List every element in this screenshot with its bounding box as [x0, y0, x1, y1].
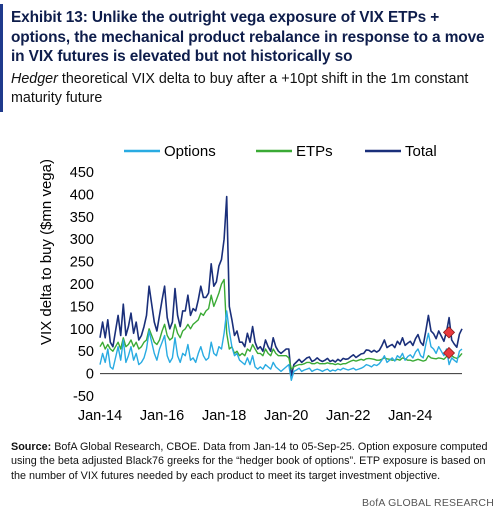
- y-tick-label: 50: [78, 344, 94, 360]
- exhibit-title: Exhibit 13: Unlike the outright vega exp…: [11, 9, 485, 65]
- x-tick-label: Jan-24: [388, 408, 432, 424]
- source-note: Source: BofA Global Research, CBOE. Data…: [11, 440, 499, 483]
- latest-value-marker: [442, 346, 456, 360]
- latest-value-marker: [442, 326, 456, 339]
- x-tick-label: Jan-20: [264, 408, 308, 424]
- series-line-options: [99, 310, 463, 381]
- source-text: BofA Global Research, CBOE. Data from Ja…: [11, 441, 488, 482]
- subtitle-italic-word: Hedger: [11, 71, 58, 87]
- x-axis-ticks: Jan-14 Jan-16 Jan-18 Jan-20 Jan-22 Jan-24: [78, 408, 433, 424]
- series-layer: [99, 195, 463, 381]
- y-axis-ticks: -50 0 50 100 150 200 250 300 350 400 450: [70, 165, 94, 405]
- series-line-etps: [99, 278, 463, 370]
- chart-legend: Options ETPs Total: [124, 143, 437, 160]
- y-axis-label: VIX delta to buy ($mn vega): [38, 159, 55, 345]
- legend-label-etps: ETPs: [296, 143, 333, 160]
- title-accent-bar: [0, 4, 3, 112]
- y-tick-label: 250: [70, 255, 94, 271]
- legend-label-total: Total: [405, 143, 437, 160]
- x-tick-label: Jan-14: [78, 408, 122, 424]
- x-tick-label: Jan-18: [202, 408, 246, 424]
- subtitle-text: theoretical VIX delta to buy after a +10…: [11, 71, 469, 106]
- y-tick-label: 200: [70, 277, 94, 293]
- series-line-total: [99, 195, 463, 377]
- y-tick-label: 0: [86, 367, 94, 383]
- vix-delta-chart: Options ETPs Total VIX delta to buy ($mn v…: [38, 143, 463, 424]
- y-tick-label: 300: [70, 232, 94, 248]
- y-tick-label: 350: [70, 210, 94, 226]
- x-tick-label: Jan-22: [326, 408, 370, 424]
- y-tick-label: 450: [70, 165, 94, 181]
- source-label: Source:: [11, 441, 52, 453]
- exhibit-subtitle: Hedger theoretical VIX delta to buy afte…: [11, 70, 497, 108]
- y-tick-label: 150: [70, 299, 94, 315]
- y-tick-label: 400: [70, 187, 94, 203]
- legend-label-options: Options: [164, 143, 216, 160]
- y-tick-label: 100: [70, 322, 94, 338]
- x-tick-label: Jan-16: [140, 408, 184, 424]
- marker-layer: [442, 326, 456, 360]
- y-tick-label: -50: [73, 389, 94, 405]
- research-credit: BofA GLOBAL RESEARCH: [362, 497, 494, 509]
